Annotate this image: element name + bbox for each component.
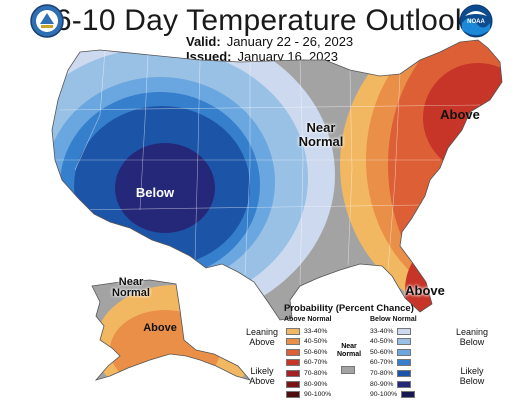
alaska-near-normal-label: Near Normal <box>112 276 150 299</box>
legend-below-swatch <box>401 391 416 399</box>
above-northeast-label: Above <box>440 107 480 122</box>
valid-value: January 22 - 26, 2023 <box>226 34 354 49</box>
legend-below-swatch <box>397 348 412 356</box>
page-title: 6-10 Day Temperature Outlook <box>54 4 471 37</box>
legend-below-range-label: 70-80% <box>370 369 394 377</box>
legend-below-range-label: 33-40% <box>370 327 394 335</box>
svg-text:NOAA: NOAA <box>467 19 485 25</box>
legend-below-swatch <box>397 359 412 367</box>
legend-below-row: 33-40% <box>370 326 412 336</box>
legend-above-range-label: 90-100% <box>304 391 332 399</box>
legend-above-range-label: 33-40% <box>304 327 328 335</box>
legend-title: Probability (Percent Chance) <box>284 303 414 314</box>
legend-leaning-above: Leaning Above <box>245 327 279 347</box>
legend-above-swatch <box>286 380 300 388</box>
legend-below-range-label: 40-50% <box>370 338 394 346</box>
legend-below-row: 70-80% <box>370 368 412 378</box>
legend-below-row: 80-90% <box>370 379 412 389</box>
noaa-logo-icon: NOAA <box>459 4 493 38</box>
legend-below-row: 90-100% <box>370 390 416 400</box>
legend-below-range-label: 50-60% <box>370 348 394 356</box>
legend-leaning-below: Leaning Below <box>455 327 489 347</box>
legend-near-normal-swatch <box>341 366 355 374</box>
legend-above-row: 70-80% <box>286 368 327 378</box>
legend-below-header: Below Normal <box>370 316 417 323</box>
legend-above-range-label: 60-70% <box>304 359 328 367</box>
legend-above-range-label: 70-80% <box>304 369 328 377</box>
legend-above-row: 40-50% <box>286 337 327 347</box>
legend-below-swatch <box>397 327 412 335</box>
legend-below-swatch <box>397 338 412 346</box>
valid-label: Valid: <box>186 34 221 49</box>
legend-above-swatch <box>286 338 300 346</box>
legend-below-swatch <box>397 369 412 377</box>
legend-above-row: 80-90% <box>286 379 327 389</box>
legend-above-range-label: 50-60% <box>304 348 328 356</box>
legend-above-range-label: 40-50% <box>304 338 328 346</box>
legend-near-normal-label: Near Normal <box>337 343 362 358</box>
below-label: Below <box>135 185 175 200</box>
legend-above-row: 60-70% <box>286 358 327 368</box>
legend-below-range-label: 90-100% <box>370 391 398 399</box>
legend-below-row: 50-60% <box>370 347 412 357</box>
legend-above-row: 50-60% <box>286 347 327 357</box>
legend-above-row: 33-40% <box>286 326 327 336</box>
legend-likely-above: Likely Above <box>249 366 275 386</box>
above-florida-label: Above <box>405 283 445 298</box>
legend-above-swatch <box>286 359 300 367</box>
alaska-above-label: Above <box>143 322 177 334</box>
probability-legend: Probability (Percent Chance) Above Norma… <box>240 300 522 404</box>
legend-above-swatch <box>286 369 300 377</box>
legend-below-row: 40-50% <box>370 337 412 347</box>
legend-below-swatch <box>397 380 412 388</box>
legend-below-range-label: 60-70% <box>370 359 394 367</box>
legend-above-header: Above Normal <box>284 316 332 323</box>
legend-above-swatch <box>286 327 300 335</box>
legend-above-swatch <box>286 348 300 356</box>
legend-below-range-label: 80-90% <box>370 380 394 388</box>
doc-seal-icon <box>30 4 64 38</box>
legend-above-swatch <box>286 391 300 399</box>
legend-likely-below: Likely Below <box>459 366 485 386</box>
legend-above-row: 90-100% <box>286 390 331 400</box>
legend-above-range-label: 80-90% <box>304 380 328 388</box>
near-normal-central-label: Near Normal <box>298 120 344 149</box>
legend-below-row: 60-70% <box>370 358 412 368</box>
valid-dates: Valid: January 22 - 26, 2023 <box>186 34 353 49</box>
